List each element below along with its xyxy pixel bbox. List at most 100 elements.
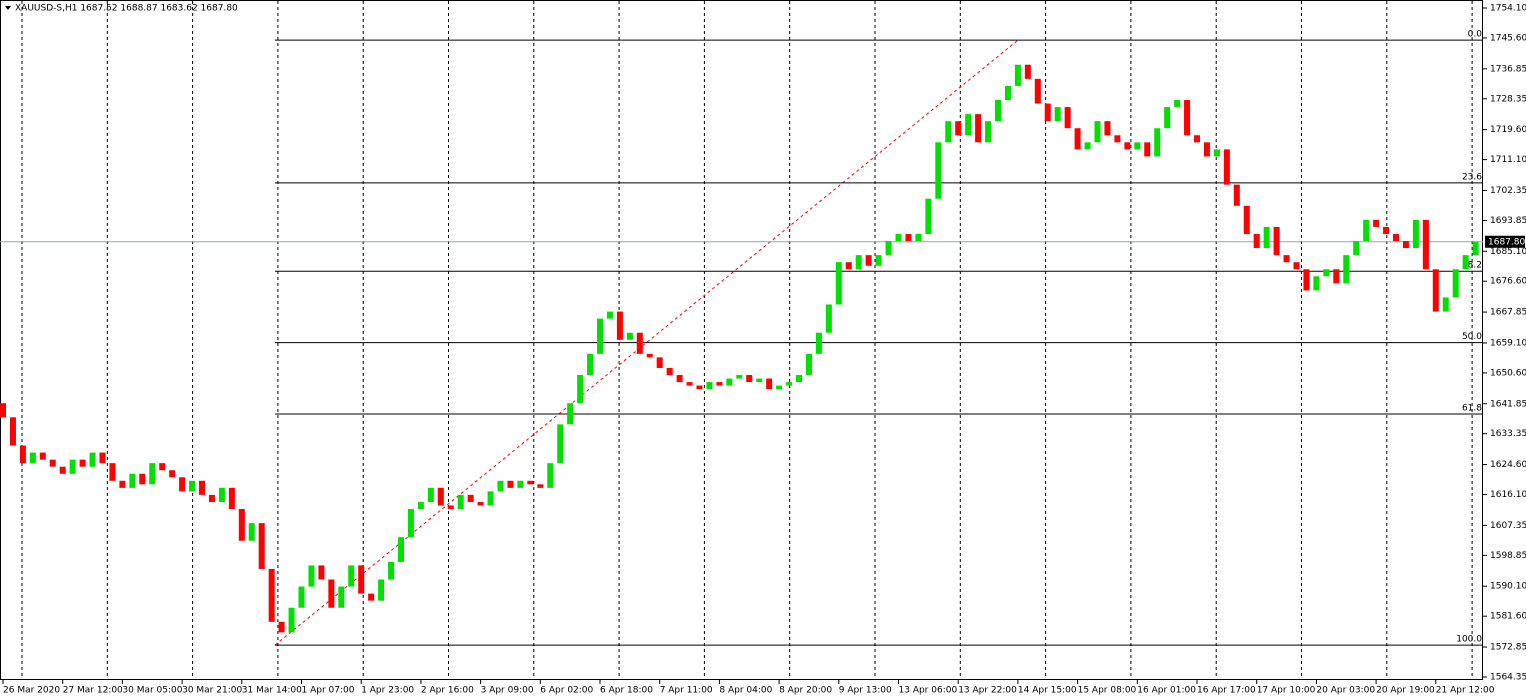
- candle-body: [1054, 107, 1061, 122]
- candle-body: [955, 121, 962, 136]
- candle-body: [825, 304, 832, 333]
- x-tick-label: 31 Mar 14:00: [242, 686, 302, 696]
- x-tick-label: 9 Apr 13:00: [839, 686, 892, 696]
- candle-body: [189, 480, 196, 492]
- x-tick-label: 13 Apr 06:00: [899, 686, 958, 696]
- candle-body: [238, 509, 245, 541]
- candle-body: [278, 621, 285, 633]
- x-tick-label: 6 Apr 18:00: [600, 686, 653, 696]
- candle-body: [258, 523, 265, 569]
- candle-body: [1422, 219, 1429, 270]
- candle-body: [557, 424, 564, 464]
- candle-body: [975, 114, 982, 143]
- candle-body: [1014, 64, 1021, 86]
- candle-body: [1253, 233, 1260, 249]
- x-tick-label: 14 Apr 15:00: [1018, 686, 1077, 696]
- candle-body: [388, 561, 395, 580]
- candle-body: [626, 332, 633, 340]
- candle-body: [925, 198, 932, 234]
- candle-body: [616, 311, 623, 340]
- candle-body: [666, 367, 673, 376]
- x-tick-label: 17 Apr 10:00: [1257, 686, 1316, 696]
- candle-body: [457, 494, 464, 510]
- candle-body: [1472, 241, 1479, 256]
- candle-body: [1203, 142, 1210, 157]
- candle-body: [228, 487, 235, 510]
- candle-body: [1343, 255, 1350, 284]
- candle-body: [208, 494, 215, 502]
- fib-label: 23.6: [1462, 172, 1482, 182]
- candle-body: [1273, 226, 1280, 256]
- candle-body: [1333, 269, 1340, 284]
- candle-body: [696, 385, 703, 390]
- candle-body: [49, 459, 56, 467]
- candle-body: [1184, 100, 1191, 136]
- candle-body: [945, 121, 952, 143]
- candle-body: [497, 480, 504, 492]
- candle-body: [875, 255, 882, 266]
- candle-body: [1034, 78, 1041, 104]
- candle-body: [218, 487, 225, 502]
- candle-body: [298, 586, 305, 608]
- candle-body: [318, 565, 325, 580]
- x-tick-label: 1 Apr 07:00: [302, 686, 355, 696]
- candle-body: [59, 466, 66, 474]
- y-tick-label: 1650.60: [1490, 368, 1526, 378]
- candle-body: [935, 142, 942, 199]
- candle-body: [1313, 276, 1320, 291]
- candle-body: [368, 593, 375, 601]
- candle-body: [79, 459, 86, 467]
- candle-body: [1412, 219, 1419, 249]
- candle-body: [547, 463, 554, 488]
- x-tick-label: 30 Mar 05:00: [122, 686, 182, 696]
- y-tick-label: 1736.85: [1490, 64, 1526, 74]
- candle-body: [796, 375, 802, 383]
- x-tick-label: 3 Apr 09:00: [481, 686, 534, 696]
- candle-body: [248, 523, 255, 541]
- candle-body: [378, 579, 385, 601]
- candle-body: [676, 375, 683, 383]
- candle-body: [1452, 269, 1459, 298]
- candle-body: [756, 378, 763, 383]
- candle-body: [606, 311, 613, 319]
- y-tick-label: 1728.35: [1490, 94, 1526, 104]
- candle-body: [417, 501, 424, 510]
- fib-label: 38.2: [1462, 261, 1482, 271]
- x-tick-label: 20 Apr 19:00: [1376, 686, 1435, 696]
- candle-body: [686, 382, 693, 386]
- x-tick-label: 7 Apr 11:00: [660, 686, 713, 696]
- fib-label: 0.0: [1468, 30, 1483, 40]
- candle-body: [636, 332, 643, 354]
- x-tick-label: 15 Apr 08:00: [1078, 686, 1137, 696]
- y-tick-label: 1754.10: [1490, 4, 1526, 14]
- x-tick-label: 16 Apr 17:00: [1197, 686, 1256, 696]
- candle-body: [587, 353, 594, 376]
- candle-body: [1442, 297, 1449, 312]
- x-tick-label: 27 Mar 12:00: [63, 686, 123, 696]
- candle-body: [577, 375, 584, 404]
- candle-body: [1432, 269, 1439, 312]
- candle-body: [1243, 205, 1250, 234]
- y-tick-label: 1685.10: [1490, 247, 1526, 257]
- candle-body: [567, 403, 574, 425]
- candle-body: [1004, 85, 1011, 101]
- candle-body: [338, 586, 345, 608]
- candle-body: [1383, 226, 1390, 234]
- x-tick-label: 8 Apr 04:00: [719, 686, 772, 696]
- chart-title: XAUUSD-S,H1 1687.52 1688.87 1683.62 1687…: [15, 4, 238, 14]
- x-tick-label: 1 Apr 23:00: [361, 686, 414, 696]
- y-tick-label: 1693.85: [1490, 216, 1526, 226]
- fib-label: 100.0: [1456, 635, 1482, 645]
- candle-body: [1024, 64, 1031, 79]
- candle-body: [99, 452, 106, 464]
- candle-body: [1213, 149, 1220, 157]
- candle-body: [1094, 121, 1101, 143]
- candle-body: [1223, 149, 1230, 185]
- y-tick-label: 1598.85: [1490, 551, 1526, 561]
- candle-body: [1104, 121, 1111, 136]
- candle-body: [39, 452, 46, 460]
- candle-body: [507, 480, 514, 488]
- candle-body: [776, 385, 783, 390]
- candle-body: [1174, 100, 1181, 108]
